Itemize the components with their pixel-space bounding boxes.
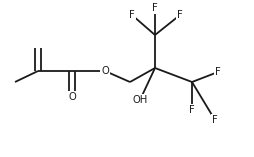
Text: F: F (129, 10, 135, 20)
Text: F: F (177, 10, 183, 20)
Text: F: F (189, 105, 195, 115)
Text: O: O (101, 66, 109, 76)
Text: F: F (152, 3, 158, 13)
Text: F: F (212, 115, 218, 125)
Text: OH: OH (132, 95, 148, 105)
Text: O: O (68, 92, 76, 102)
Text: F: F (215, 67, 221, 77)
